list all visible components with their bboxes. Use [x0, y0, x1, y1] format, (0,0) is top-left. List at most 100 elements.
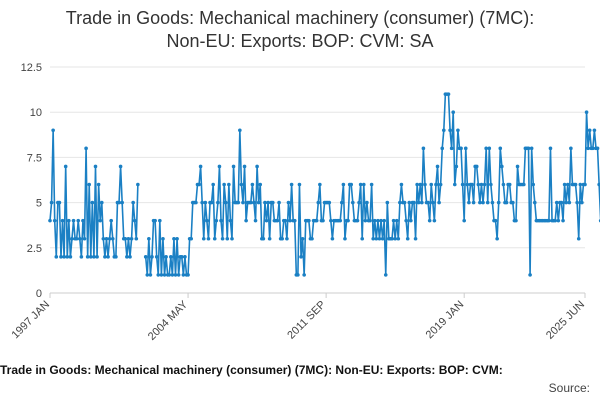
data-point	[416, 200, 421, 205]
data-point	[114, 255, 118, 259]
data-point	[96, 182, 101, 187]
data-point	[255, 164, 259, 169]
data-point	[249, 200, 253, 205]
data-point	[346, 218, 350, 223]
data-point	[261, 236, 266, 241]
data-point	[398, 200, 402, 205]
data-point	[98, 218, 103, 223]
data-point	[500, 164, 504, 169]
data-point	[314, 218, 319, 223]
data-point	[132, 218, 137, 223]
data-point	[109, 218, 113, 223]
data-point	[220, 236, 225, 241]
data-point	[48, 218, 52, 223]
data-point	[307, 218, 311, 223]
data-point	[136, 182, 140, 187]
data-point	[316, 200, 321, 205]
data-point	[474, 164, 479, 169]
x-tick-label: 1997 JAN	[9, 299, 52, 342]
data-point	[67, 218, 71, 223]
data-point	[507, 182, 512, 187]
data-point	[217, 164, 222, 169]
data-point	[93, 164, 98, 169]
data-point	[413, 236, 418, 241]
data-point	[427, 218, 432, 223]
data-point	[415, 182, 419, 187]
data-point	[515, 164, 520, 169]
data-point	[110, 236, 115, 241]
data-point	[173, 273, 178, 277]
data-point	[170, 273, 175, 277]
data-point	[158, 218, 162, 223]
data-point	[423, 182, 427, 187]
data-point	[573, 182, 578, 187]
data-point	[169, 255, 173, 259]
data-point	[501, 182, 506, 187]
data-point	[565, 182, 570, 187]
data-point	[548, 146, 553, 151]
data-point	[63, 164, 68, 169]
data-point	[584, 110, 589, 114]
data-point	[338, 218, 343, 223]
chart-title-line-1: Trade in Goods: Mechanical machinery (co…	[66, 8, 535, 28]
data-point	[79, 255, 84, 259]
data-point	[194, 200, 198, 205]
data-point	[522, 182, 526, 187]
data-point	[591, 146, 595, 151]
data-point	[412, 200, 416, 205]
data-point	[405, 236, 410, 241]
y-tick-label: 7.5	[27, 152, 42, 164]
data-point	[390, 236, 394, 241]
data-point	[355, 218, 360, 223]
source-label: Source:	[549, 381, 590, 395]
data-point	[299, 255, 303, 259]
data-point	[201, 236, 206, 241]
data-point	[547, 218, 551, 223]
data-point	[203, 200, 208, 205]
data-point	[150, 255, 154, 259]
data-point	[376, 218, 380, 223]
data-point	[297, 182, 302, 187]
x-tick-label: 2025 JUN	[544, 299, 587, 342]
data-point	[394, 218, 399, 223]
data-point	[172, 236, 176, 241]
data-point	[52, 218, 57, 223]
data-point	[84, 146, 88, 151]
data-point	[452, 182, 457, 187]
data-point	[214, 218, 219, 223]
data-point	[123, 236, 128, 241]
data-point	[449, 146, 454, 151]
data-point	[145, 273, 150, 277]
data-point	[82, 236, 87, 241]
data-point	[286, 200, 291, 205]
data-point	[57, 200, 62, 205]
data-point	[493, 218, 498, 223]
data-point	[489, 182, 493, 187]
data-point	[241, 200, 245, 205]
data-point	[212, 236, 217, 241]
data-point	[402, 200, 407, 205]
data-point	[561, 218, 565, 223]
data-point	[504, 200, 509, 205]
data-point	[70, 236, 74, 241]
data-point	[526, 146, 531, 151]
data-point	[62, 255, 66, 259]
data-point	[104, 236, 109, 241]
data-point	[363, 218, 368, 223]
data-point	[434, 182, 438, 187]
data-point	[454, 164, 459, 169]
data-point	[154, 255, 159, 259]
data-point	[227, 182, 231, 187]
data-point	[383, 273, 388, 277]
data-point	[435, 164, 440, 169]
data-point	[431, 200, 435, 205]
data-point	[440, 146, 445, 151]
data-point	[223, 200, 228, 205]
data-point	[420, 200, 424, 205]
data-point	[372, 218, 377, 223]
data-point	[514, 218, 518, 223]
data-point	[179, 255, 184, 259]
data-point	[126, 236, 131, 241]
data-point	[153, 218, 157, 223]
data-point	[209, 200, 214, 205]
